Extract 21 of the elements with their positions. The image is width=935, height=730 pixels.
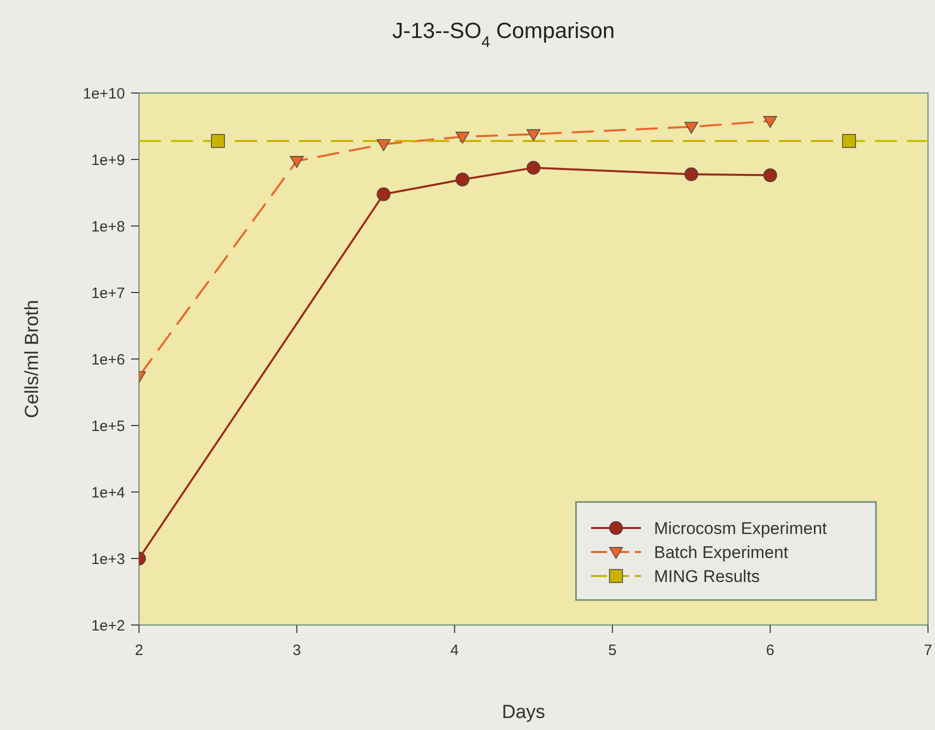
y-tick-label: 1e+8 — [91, 218, 125, 236]
legend-label: Batch Experiment — [654, 542, 788, 562]
y-tick-label: 1e+9 — [91, 152, 125, 169]
x-tick-label: 5 — [608, 642, 617, 659]
legend-label: Microcosm Experiment — [654, 518, 828, 538]
x-tick-label: 7 — [924, 642, 932, 659]
y-tick-label: 1e+7 — [91, 284, 125, 302]
y-tick-label: 1e+10 — [82, 85, 125, 102]
x-tick-label: 4 — [450, 642, 459, 659]
y-tick-label: 1e+4 — [91, 484, 125, 502]
x-tick-label: 6 — [766, 642, 774, 659]
y-tick-label: 1e+6 — [91, 351, 125, 368]
y-tick-label: 1e+2 — [91, 617, 125, 634]
y-axis-title: Cells/ml Broth — [22, 300, 43, 418]
chart-title: J-13--SO$_{4}$ Comparison — [392, 18, 615, 50]
y-tick-label: 1e+5 — [91, 418, 125, 435]
x-tick-label: 3 — [292, 642, 301, 659]
x-axis-title: Days — [502, 702, 546, 723]
legend-label: MING Results — [654, 566, 760, 586]
y-tick-label: 1e+3 — [91, 550, 125, 568]
x-tick-label: 2 — [134, 642, 144, 659]
